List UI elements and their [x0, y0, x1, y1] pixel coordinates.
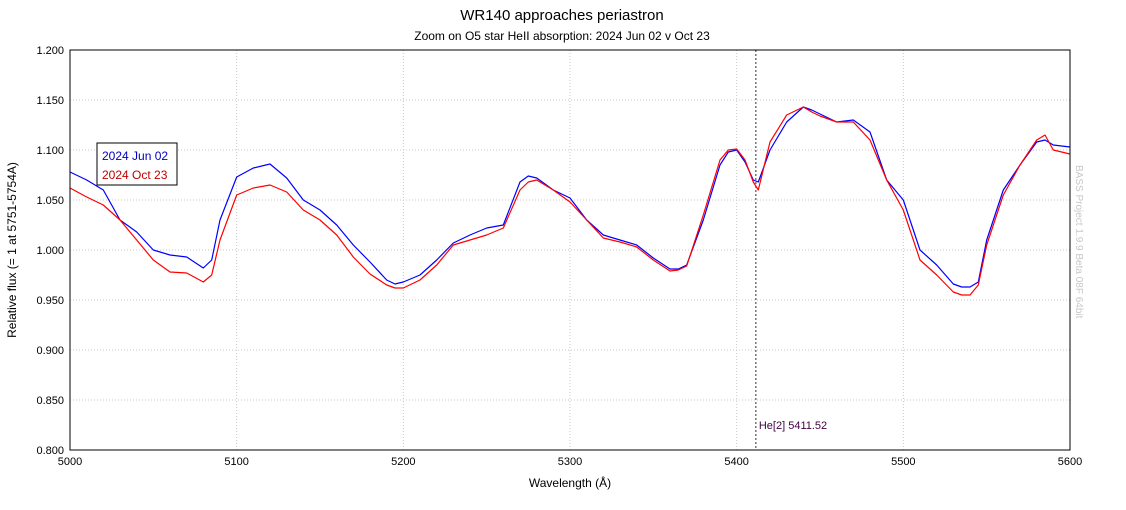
y-tick-label: 1.000 [36, 245, 64, 257]
legend-entry-jun: 2024 Jun 02 [102, 149, 168, 163]
legend-box [96, 142, 178, 186]
y-tick-label: 0.800 [36, 445, 64, 457]
x-tick-label: 5600 [1058, 456, 1082, 468]
y-tick-label: 1.150 [36, 95, 64, 107]
y-tick-label: 1.100 [36, 145, 64, 157]
x-tick-label: 5100 [224, 456, 248, 468]
y-axis-label: Relative flux (= 1 at 5751-5754A) [5, 162, 19, 338]
y-tick-label: 1.050 [36, 195, 64, 207]
plot-frame [69, 49, 1071, 451]
y-tick-label: 0.950 [36, 295, 64, 307]
x-tick-label: 5200 [391, 456, 415, 468]
chart-title: WR140 approaches periastron [460, 7, 663, 24]
legend-entry-oct: 2024 Oct 23 [102, 168, 168, 182]
x-tick-label: 5300 [558, 456, 582, 468]
series-layer [69, 106, 1071, 296]
chart-subtitle: Zoom on O5 star HeII absorption: 2024 Ju… [414, 29, 710, 43]
x-tick-label: 5000 [58, 456, 82, 468]
series-line-oct23 [69, 106, 1071, 296]
tick-layer: 5000 5100 5200 5300 5400 5500 5600 0.800 0.850 0.… [36, 45, 1082, 468]
he2-marker-label: He[2] 5411.52 [759, 420, 827, 432]
y-tick-label: 0.850 [36, 395, 64, 407]
annotation-layer: He[2] 5411.52 [755, 50, 827, 450]
x-tick-label: 5500 [891, 456, 915, 468]
grid [70, 50, 1070, 450]
y-tick-label: 1.200 [36, 45, 64, 57]
legend: 2024 Jun 02 2024 Oct 23 [96, 142, 178, 186]
software-watermark: BASS Project 1.9.9 Beta 08F 64bit [1073, 165, 1084, 319]
x-axis-label: Wavelength (Å) [529, 475, 611, 490]
x-tick-label: 5400 [724, 456, 748, 468]
series-line-jun02 [69, 106, 1071, 288]
y-tick-label: 0.900 [36, 345, 64, 357]
